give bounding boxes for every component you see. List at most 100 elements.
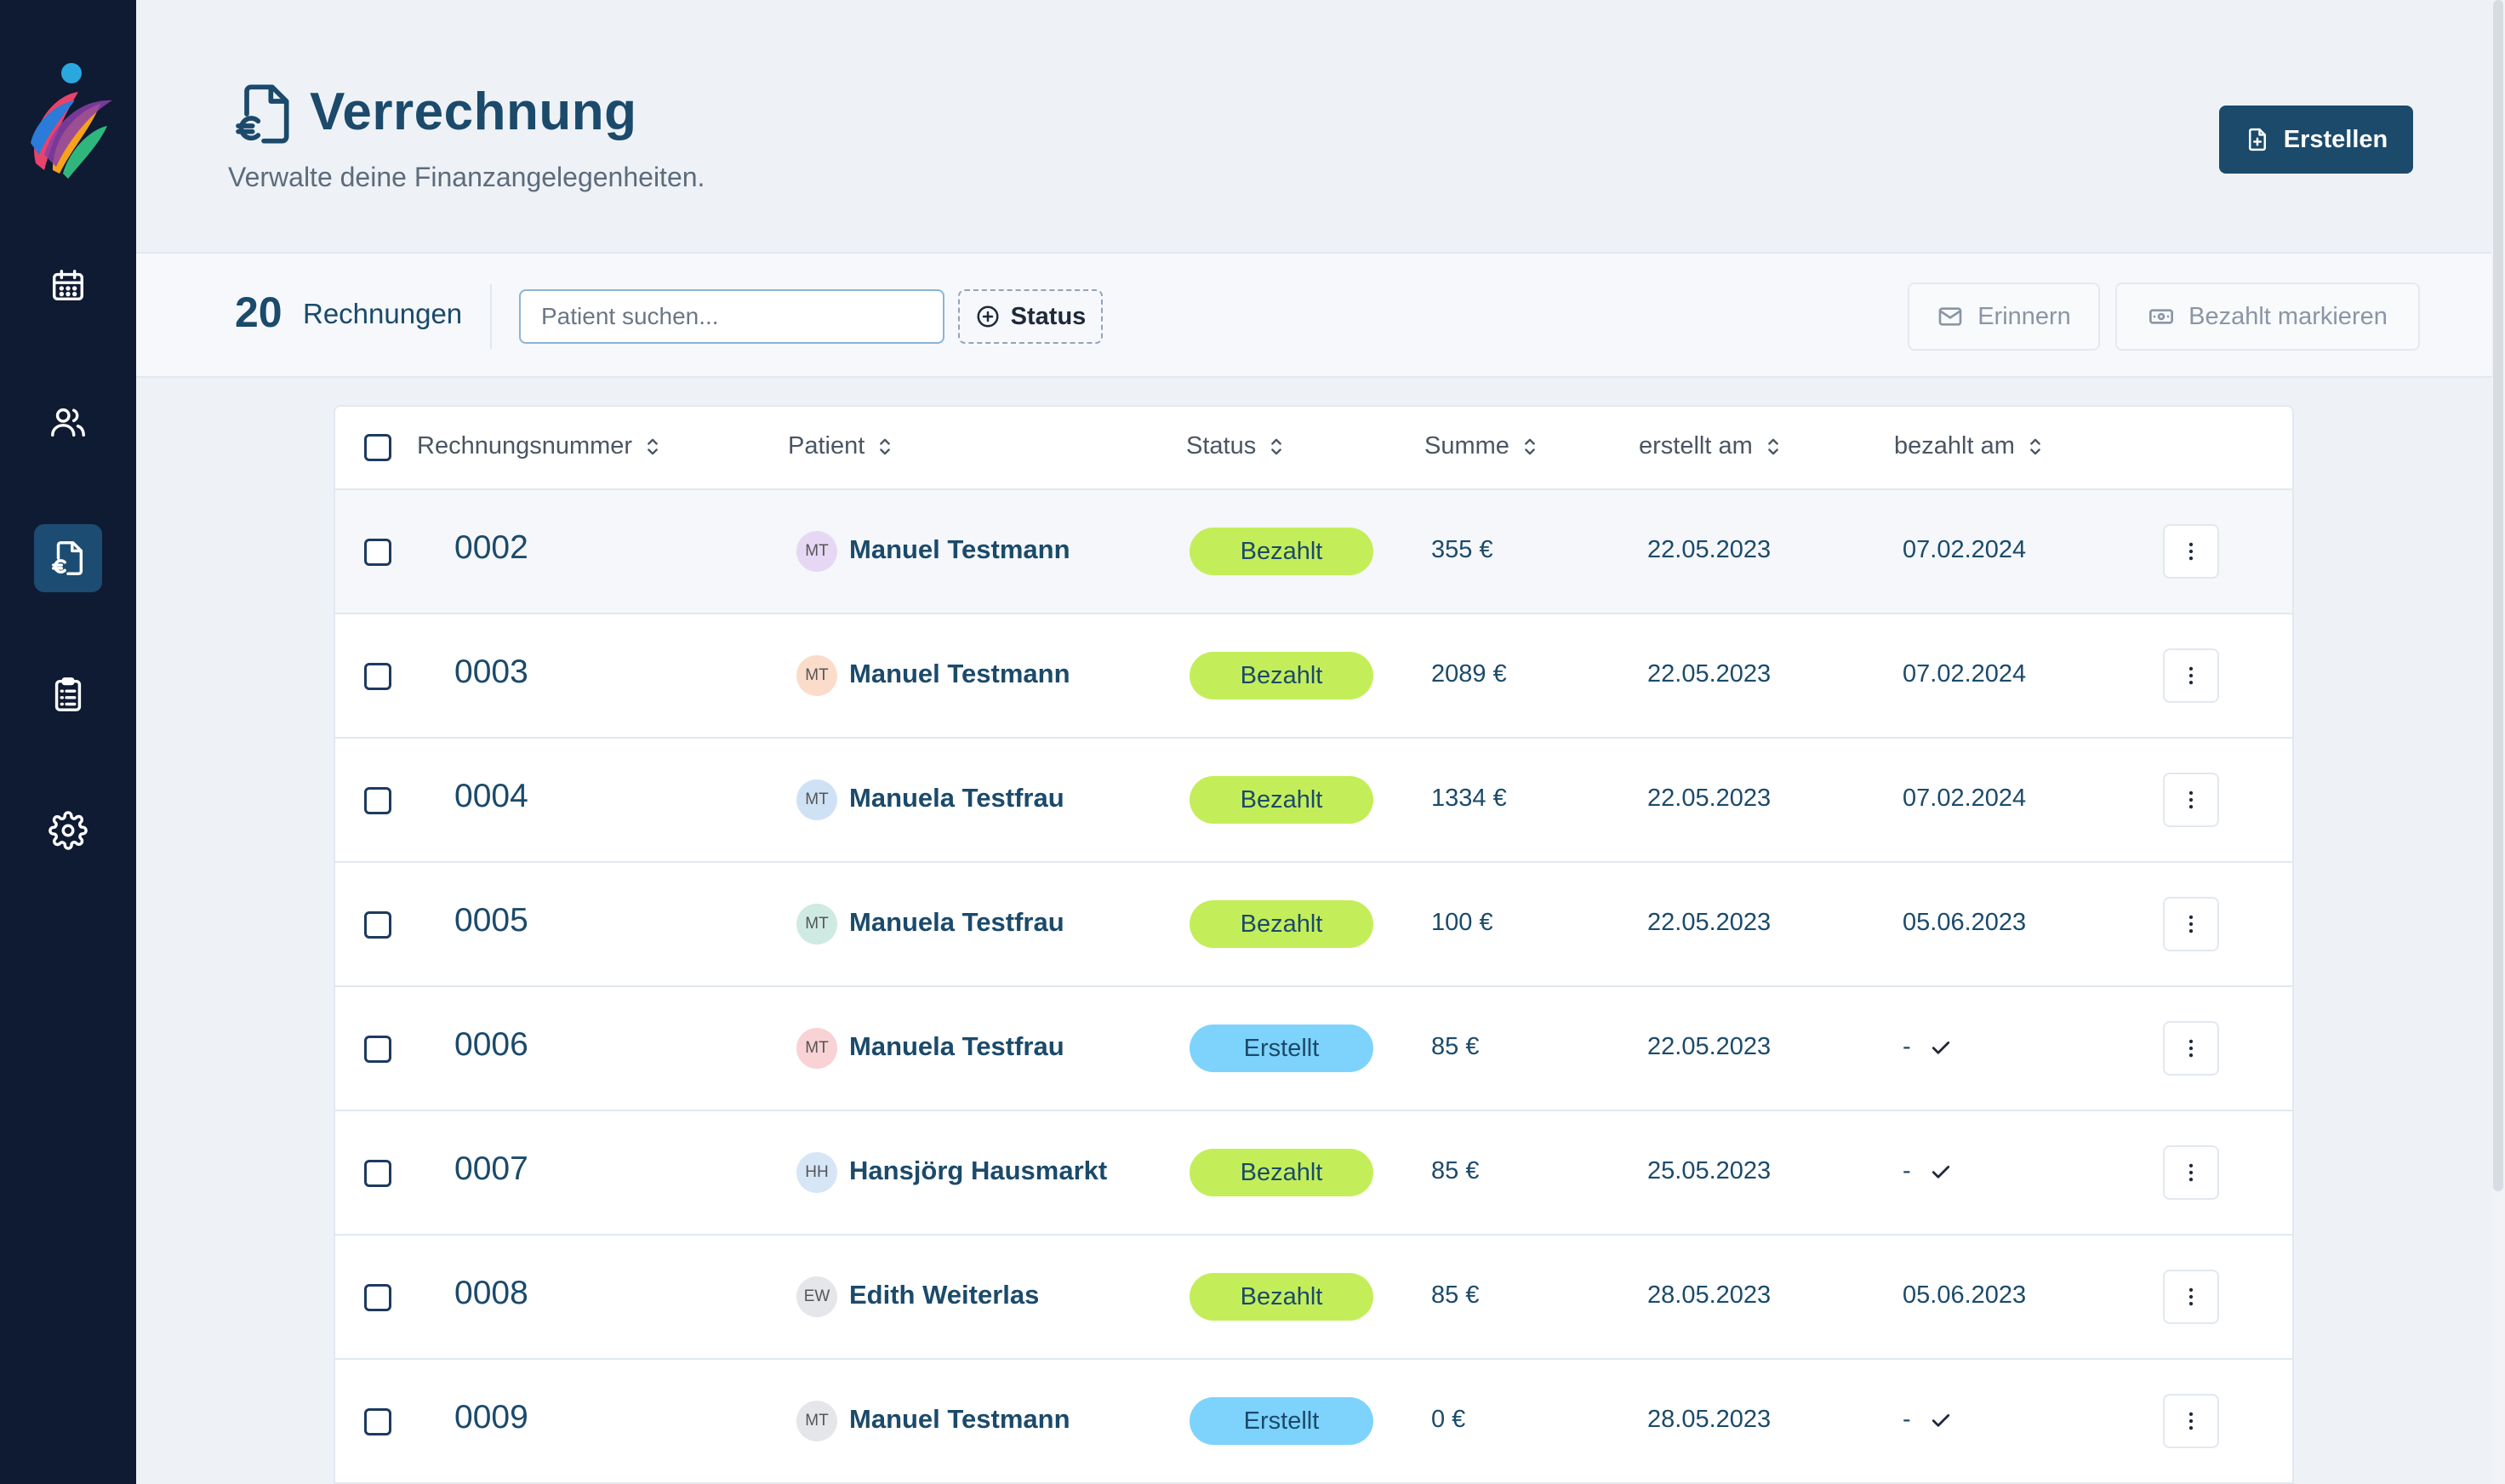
check-icon[interactable] (1928, 1407, 1954, 1433)
avatar: EW (796, 1276, 837, 1317)
mark-paid-button[interactable]: Bezahlt markieren (2115, 283, 2420, 351)
column-header-created[interactable]: erstellt am (1639, 432, 1785, 460)
paid-date: 07.02.2024 (1903, 536, 2027, 563)
avatar: MT (796, 531, 837, 572)
row-actions-button[interactable] (2163, 1021, 2219, 1076)
create-button[interactable]: Erstellen (2219, 106, 2413, 174)
table-row[interactable]: 0007 HH Hansjörg Hausmarkt Bezahlt 85 € 25.05… (335, 1111, 2292, 1236)
mail-icon (1938, 307, 1962, 326)
patient-name[interactable]: Manuel Testmann (849, 1404, 1070, 1434)
avatar: MT (796, 1401, 837, 1441)
paid-date: 07.02.2024 (1903, 660, 2027, 688)
patient-search-input[interactable] (519, 289, 944, 344)
invoice-number[interactable]: 0002 (454, 529, 528, 566)
invoice-number[interactable]: 0006 (454, 1026, 528, 1063)
sort-icon (2030, 438, 2040, 454)
patient-name[interactable]: Manuela Testfrau (849, 1031, 1064, 1061)
invoice-number[interactable]: 0009 (454, 1399, 528, 1435)
patient-name[interactable]: Manuela Testfrau (849, 907, 1064, 937)
sidebar-item-clipboard[interactable] (34, 660, 102, 728)
status-filter-button[interactable]: Status (958, 289, 1103, 344)
status-badge: Bezahlt (1190, 528, 1373, 575)
invoice-sum: 2089 € (1431, 660, 1507, 688)
row-actions-button[interactable] (2163, 897, 2219, 951)
remind-button[interactable]: Erinnern (1908, 283, 2100, 351)
row-checkbox[interactable] (364, 1160, 391, 1187)
status-badge: Bezahlt (1190, 652, 1373, 699)
gear-icon (49, 811, 88, 850)
table-header: Rechnungsnummer Patient Status Summe ers… (335, 407, 2292, 490)
more-vertical-icon (2188, 542, 2194, 561)
invoice-number[interactable]: 0005 (454, 902, 528, 939)
table-row[interactable]: 0005 MT Manuela Testfrau Bezahlt 100 € 22.05.… (335, 863, 2292, 987)
row-checkbox[interactable] (364, 663, 391, 690)
file-plus-icon (2248, 128, 2266, 151)
table-row[interactable]: 0006 MT Manuela Testfrau Erstellt 85 € 22.05.… (335, 987, 2292, 1111)
status-badge: Erstellt (1190, 1397, 1373, 1445)
remind-button-label: Erinnern (1977, 302, 2071, 330)
table-row[interactable]: 0004 MT Manuela Testfrau Bezahlt 1334 € 22.05… (335, 739, 2292, 863)
avatar: MT (796, 904, 837, 945)
created-date: 28.05.2023 (1647, 1281, 1772, 1309)
paid-date-cell: - (1903, 1033, 1954, 1061)
row-actions-button[interactable] (2163, 773, 2219, 827)
invoice-number[interactable]: 0008 (454, 1275, 528, 1311)
scrollbar-thumb[interactable] (2493, 0, 2503, 1191)
paid-date-cell: 05.06.2023 (1903, 1281, 2026, 1310)
row-actions-button[interactable] (2163, 648, 2219, 703)
table-row[interactable]: 0002 MT Manuel Testmann Bezahlt 355 € 22.05.2… (335, 490, 2292, 614)
column-label: Patient (788, 432, 865, 459)
row-checkbox[interactable] (364, 1408, 391, 1435)
invoice-number[interactable]: 0003 (454, 654, 528, 690)
select-all-checkbox[interactable] (364, 434, 391, 461)
patient-name[interactable]: Manuela Testfrau (849, 783, 1064, 813)
patient-name[interactable]: Manuel Testmann (849, 659, 1070, 688)
banknote-icon (2149, 309, 2174, 324)
paid-date-cell: - (1903, 1157, 1954, 1185)
column-header-status[interactable]: Status (1186, 432, 1288, 460)
row-checkbox[interactable] (364, 1036, 391, 1063)
status-badge: Erstellt (1190, 1025, 1373, 1072)
created-date: 22.05.2023 (1647, 660, 1772, 688)
paid-date: - (1903, 1033, 1911, 1060)
paid-date-cell: 07.02.2024 (1903, 660, 2026, 688)
check-icon[interactable] (1928, 1035, 1954, 1060)
column-header-paid[interactable]: bezahlt am (1894, 432, 2047, 460)
row-actions-button[interactable] (2163, 1145, 2219, 1200)
table-row[interactable]: 0003 MT Manuel Testmann Bezahlt 2089 € 22.05.… (335, 614, 2292, 739)
sidebar-item-calendar[interactable] (34, 252, 102, 320)
paid-date: 07.02.2024 (1903, 785, 2027, 812)
sort-icon (1525, 438, 1535, 454)
row-actions-button[interactable] (2163, 1270, 2219, 1324)
invoice-sum: 0 € (1431, 1406, 1466, 1433)
patient-name[interactable]: Manuel Testmann (849, 534, 1070, 564)
row-actions-button[interactable] (2163, 1394, 2219, 1448)
table-row[interactable]: 0008 EW Edith Weiterlas Bezahlt 85 € 28.05.20… (335, 1236, 2292, 1360)
row-checkbox[interactable] (364, 787, 391, 814)
patient-name[interactable]: Hansjörg Hausmarkt (849, 1156, 1108, 1185)
status-badge: Bezahlt (1190, 1149, 1373, 1196)
patient-name[interactable]: Edith Weiterlas (849, 1280, 1040, 1310)
invoice-number[interactable]: 0007 (454, 1150, 528, 1187)
more-vertical-icon (2188, 666, 2194, 685)
row-checkbox[interactable] (364, 1284, 391, 1311)
app-logo[interactable] (19, 61, 117, 180)
invoice-number[interactable]: 0004 (454, 778, 528, 814)
users-icon (51, 408, 85, 437)
invoice-euro-icon (236, 84, 289, 144)
column-header-number[interactable]: Rechnungsnummer (417, 432, 665, 460)
table-row[interactable]: 0009 MT Manuel Testmann Erstellt 0 € 28.05.20… (335, 1360, 2292, 1484)
sidebar-item-settings[interactable] (34, 796, 102, 865)
avatar: HH (796, 1152, 837, 1193)
invoice-sum: 85 € (1431, 1281, 1480, 1309)
column-header-patient[interactable]: Patient (788, 432, 897, 460)
column-header-sum[interactable]: Summe (1424, 432, 1542, 460)
row-checkbox[interactable] (364, 911, 391, 939)
check-icon[interactable] (1928, 1159, 1954, 1184)
sidebar-item-patients[interactable] (34, 388, 102, 456)
row-actions-button[interactable] (2163, 524, 2219, 579)
more-vertical-icon (2188, 1163, 2194, 1182)
calendar-icon (52, 270, 84, 301)
sidebar-item-billing[interactable] (34, 524, 102, 592)
row-checkbox[interactable] (364, 539, 391, 566)
